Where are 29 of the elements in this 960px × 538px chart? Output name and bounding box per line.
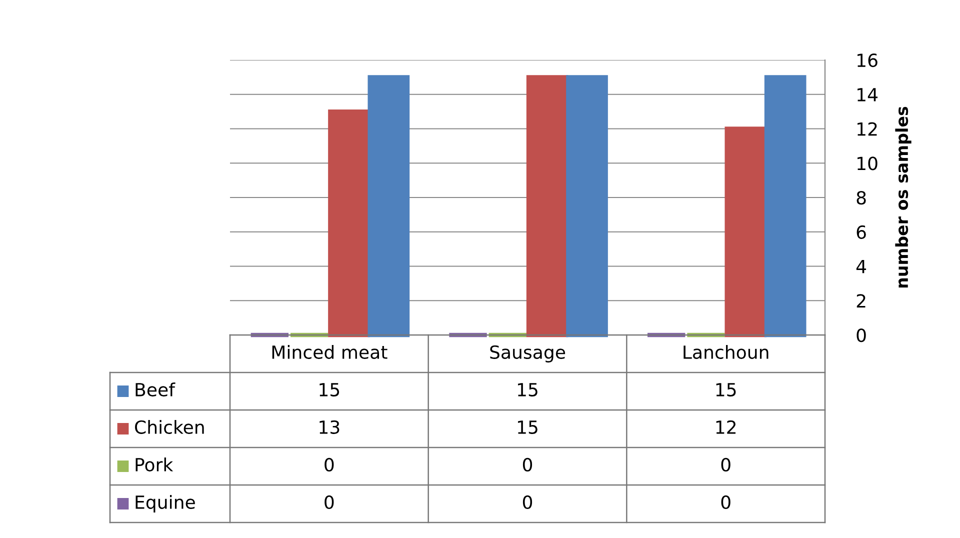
- data-label: 15: [716, 383, 736, 396]
- data-label: 0: [324, 458, 334, 472]
- x-tick-label: Lanchoun: [684, 345, 768, 359]
- y-tick-label: 12: [858, 122, 877, 136]
- data-label: 15: [518, 420, 538, 434]
- y-tick-label: 6: [856, 225, 866, 239]
- x-tick-label: Minced meat: [272, 345, 388, 359]
- x-tick-label: Sausage: [490, 345, 566, 362]
- y-tick-label: 4: [856, 260, 866, 274]
- data-label: 0: [721, 458, 730, 472]
- data-label: 15: [518, 383, 538, 396]
- data-label: 0: [522, 495, 532, 509]
- y-tick-label: 8: [856, 190, 866, 205]
- legend-label: Chicken: [135, 420, 204, 434]
- y-tick-label: 16: [858, 53, 878, 68]
- y-tick-label: 2: [856, 294, 866, 308]
- legend-label: Beef: [136, 382, 176, 396]
- data-label: 13: [320, 420, 340, 434]
- y-tick-label: 10: [858, 156, 878, 170]
- data-label: 15: [320, 383, 340, 396]
- legend-label: Equine: [136, 495, 195, 512]
- data-label: 0: [522, 458, 532, 472]
- legend-label: Pork: [136, 458, 174, 472]
- y-tick-label: 0: [856, 328, 866, 342]
- y-tick-label: 14: [858, 88, 878, 102]
- data-label: 0: [324, 495, 334, 509]
- y-axis-title: number os samples: [895, 106, 912, 288]
- data-label: 12: [716, 420, 736, 434]
- data-label: 0: [721, 495, 730, 509]
